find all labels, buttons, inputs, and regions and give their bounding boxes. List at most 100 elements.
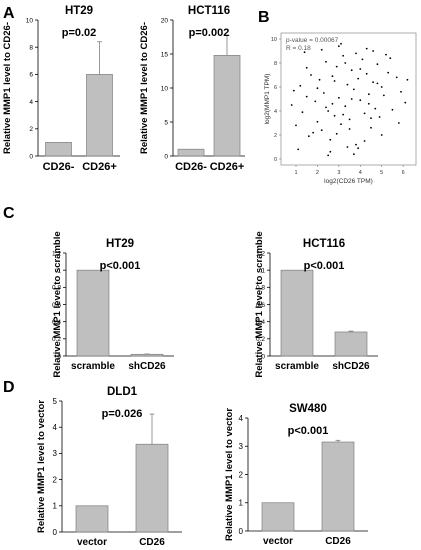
- scatter-point: [352, 88, 355, 91]
- scatter-point: [295, 124, 297, 127]
- y-axis-label: Relative MMP1 level to CD26-: [2, 22, 13, 154]
- p-value-annotation: p=0.002: [189, 27, 230, 39]
- category-label: CD26: [139, 537, 165, 548]
- chart-title: HT29: [65, 5, 93, 17]
- scatter-point: [363, 112, 366, 115]
- scatter-point: [350, 69, 353, 72]
- bar: [76, 269, 110, 357]
- plot-frame: [280, 32, 417, 166]
- y-tick-label: 5: [53, 397, 58, 406]
- chart-hct116-cd26-sorted: 0 5 10 15 20 CD26- CD26+ HCT116 p=0.002 Relative …: [139, 5, 245, 173]
- scatter-point: [395, 76, 398, 79]
- scatter-point: [342, 54, 345, 57]
- scatter-point: [406, 78, 409, 81]
- panel-label-b: B: [258, 9, 270, 26]
- y-tick-label: 2: [239, 470, 244, 479]
- y-tick-label: 0.4: [256, 319, 265, 326]
- y-tick-label: 4: [239, 414, 244, 423]
- y-tick-label: 10: [26, 17, 34, 24]
- scatter-point: [367, 102, 370, 105]
- scatter-point: [350, 98, 353, 100]
- x-axis-label: log2(CD26 TPM): [324, 178, 373, 185]
- y-tick-label: 1: [57, 267, 61, 274]
- y-tick-label: 0: [29, 153, 33, 160]
- scatter-point: [316, 120, 319, 123]
- y-tick-label: 0: [53, 528, 58, 537]
- scatter-point: [303, 51, 306, 54]
- scatter-point: [340, 42, 342, 45]
- category-label: CD26-: [43, 161, 75, 173]
- chart-dld1-overexpression: 0 1 2 3 4 5 vector CD26 DLD1 p=0.026 Relative MMP1…: [36, 386, 182, 548]
- y-tick-label: 0.2: [52, 336, 61, 343]
- scatter-point: [297, 148, 300, 151]
- scatter-point: [342, 113, 345, 116]
- chart-ht29-knockdown: 0 0.2 0.4 0.6 0.8 1 1.2 scramble shCD26 HT29 p<0.0…: [52, 231, 174, 378]
- p-value-annotation: p<0.001: [304, 260, 345, 272]
- y-tick-label: 15: [161, 51, 169, 58]
- y-tick-label: 2: [29, 126, 33, 133]
- scatter-point: [376, 63, 379, 66]
- scatter-point: [391, 108, 394, 111]
- y-axis-label: log2(MMP1 TPM): [264, 74, 271, 125]
- y-tick-label: 8: [274, 61, 277, 67]
- chart-title: HT29: [106, 238, 134, 250]
- scatter-point: [331, 102, 334, 105]
- bar: [213, 55, 241, 157]
- scatter-point: [333, 80, 336, 82]
- scatter-point: [378, 116, 381, 118]
- scatter-point: [327, 110, 330, 112]
- scatter-point: [335, 132, 338, 135]
- scatter-point: [331, 75, 334, 78]
- chart-title: DLD1: [107, 386, 138, 398]
- y-tick-label: 6: [274, 85, 277, 91]
- scatter-point: [337, 45, 340, 48]
- scatter-point: [307, 135, 310, 138]
- scatter-point: [404, 101, 407, 104]
- scatter-point: [359, 99, 362, 102]
- chart-title: HCT116: [303, 238, 345, 250]
- panel-label-a: A: [3, 5, 15, 22]
- p-value-annotation: p=0.026: [102, 408, 143, 420]
- scatter-point: [344, 62, 347, 64]
- scatter-point: [357, 77, 360, 80]
- y-tick-label: 1.2: [52, 250, 61, 257]
- category-label: scramble: [71, 361, 115, 372]
- x-tick-label: 3: [337, 170, 340, 176]
- scatter-point: [305, 66, 308, 69]
- scatter-point: [314, 100, 317, 103]
- panel-label-d: D: [3, 379, 15, 396]
- y-tick-label: 4: [274, 109, 277, 115]
- x-tick-label: 1: [294, 170, 297, 176]
- scatter-point: [346, 146, 349, 148]
- scatter-point: [305, 95, 308, 98]
- bar: [45, 142, 72, 157]
- category-label: CD26+: [210, 161, 245, 173]
- scatter-point: [365, 72, 368, 75]
- scatter-point: [335, 65, 338, 68]
- scatter-point: [387, 71, 390, 74]
- scatter-point: [318, 78, 321, 81]
- y-axis-label: Relative MMP1 level to scramble: [254, 231, 265, 377]
- scatter-point: [322, 92, 325, 94]
- scatter-point: [337, 96, 340, 99]
- chart-title: SW480: [289, 403, 327, 415]
- scatter-point: [329, 150, 332, 153]
- scatter-point: [374, 107, 377, 110]
- x-tick-label: 2: [316, 170, 319, 176]
- scatter-point: [320, 48, 323, 51]
- scatter-point: [325, 106, 327, 109]
- bar: [130, 353, 164, 357]
- scatter-point: [301, 111, 304, 114]
- scatter-point: [363, 140, 366, 142]
- category-label: shCD26: [332, 361, 370, 372]
- y-tick-label: 2: [53, 475, 58, 484]
- scatter-point: [359, 68, 362, 70]
- scatter-point: [325, 60, 327, 63]
- chart-title: HCT116: [188, 5, 230, 17]
- y-tick-label: 3: [53, 449, 58, 458]
- bar: [280, 269, 314, 357]
- scatter-point: [372, 81, 375, 84]
- y-tick-label: 0.6: [256, 302, 265, 309]
- scatter-annotation: p-value = 0.00067: [286, 37, 339, 44]
